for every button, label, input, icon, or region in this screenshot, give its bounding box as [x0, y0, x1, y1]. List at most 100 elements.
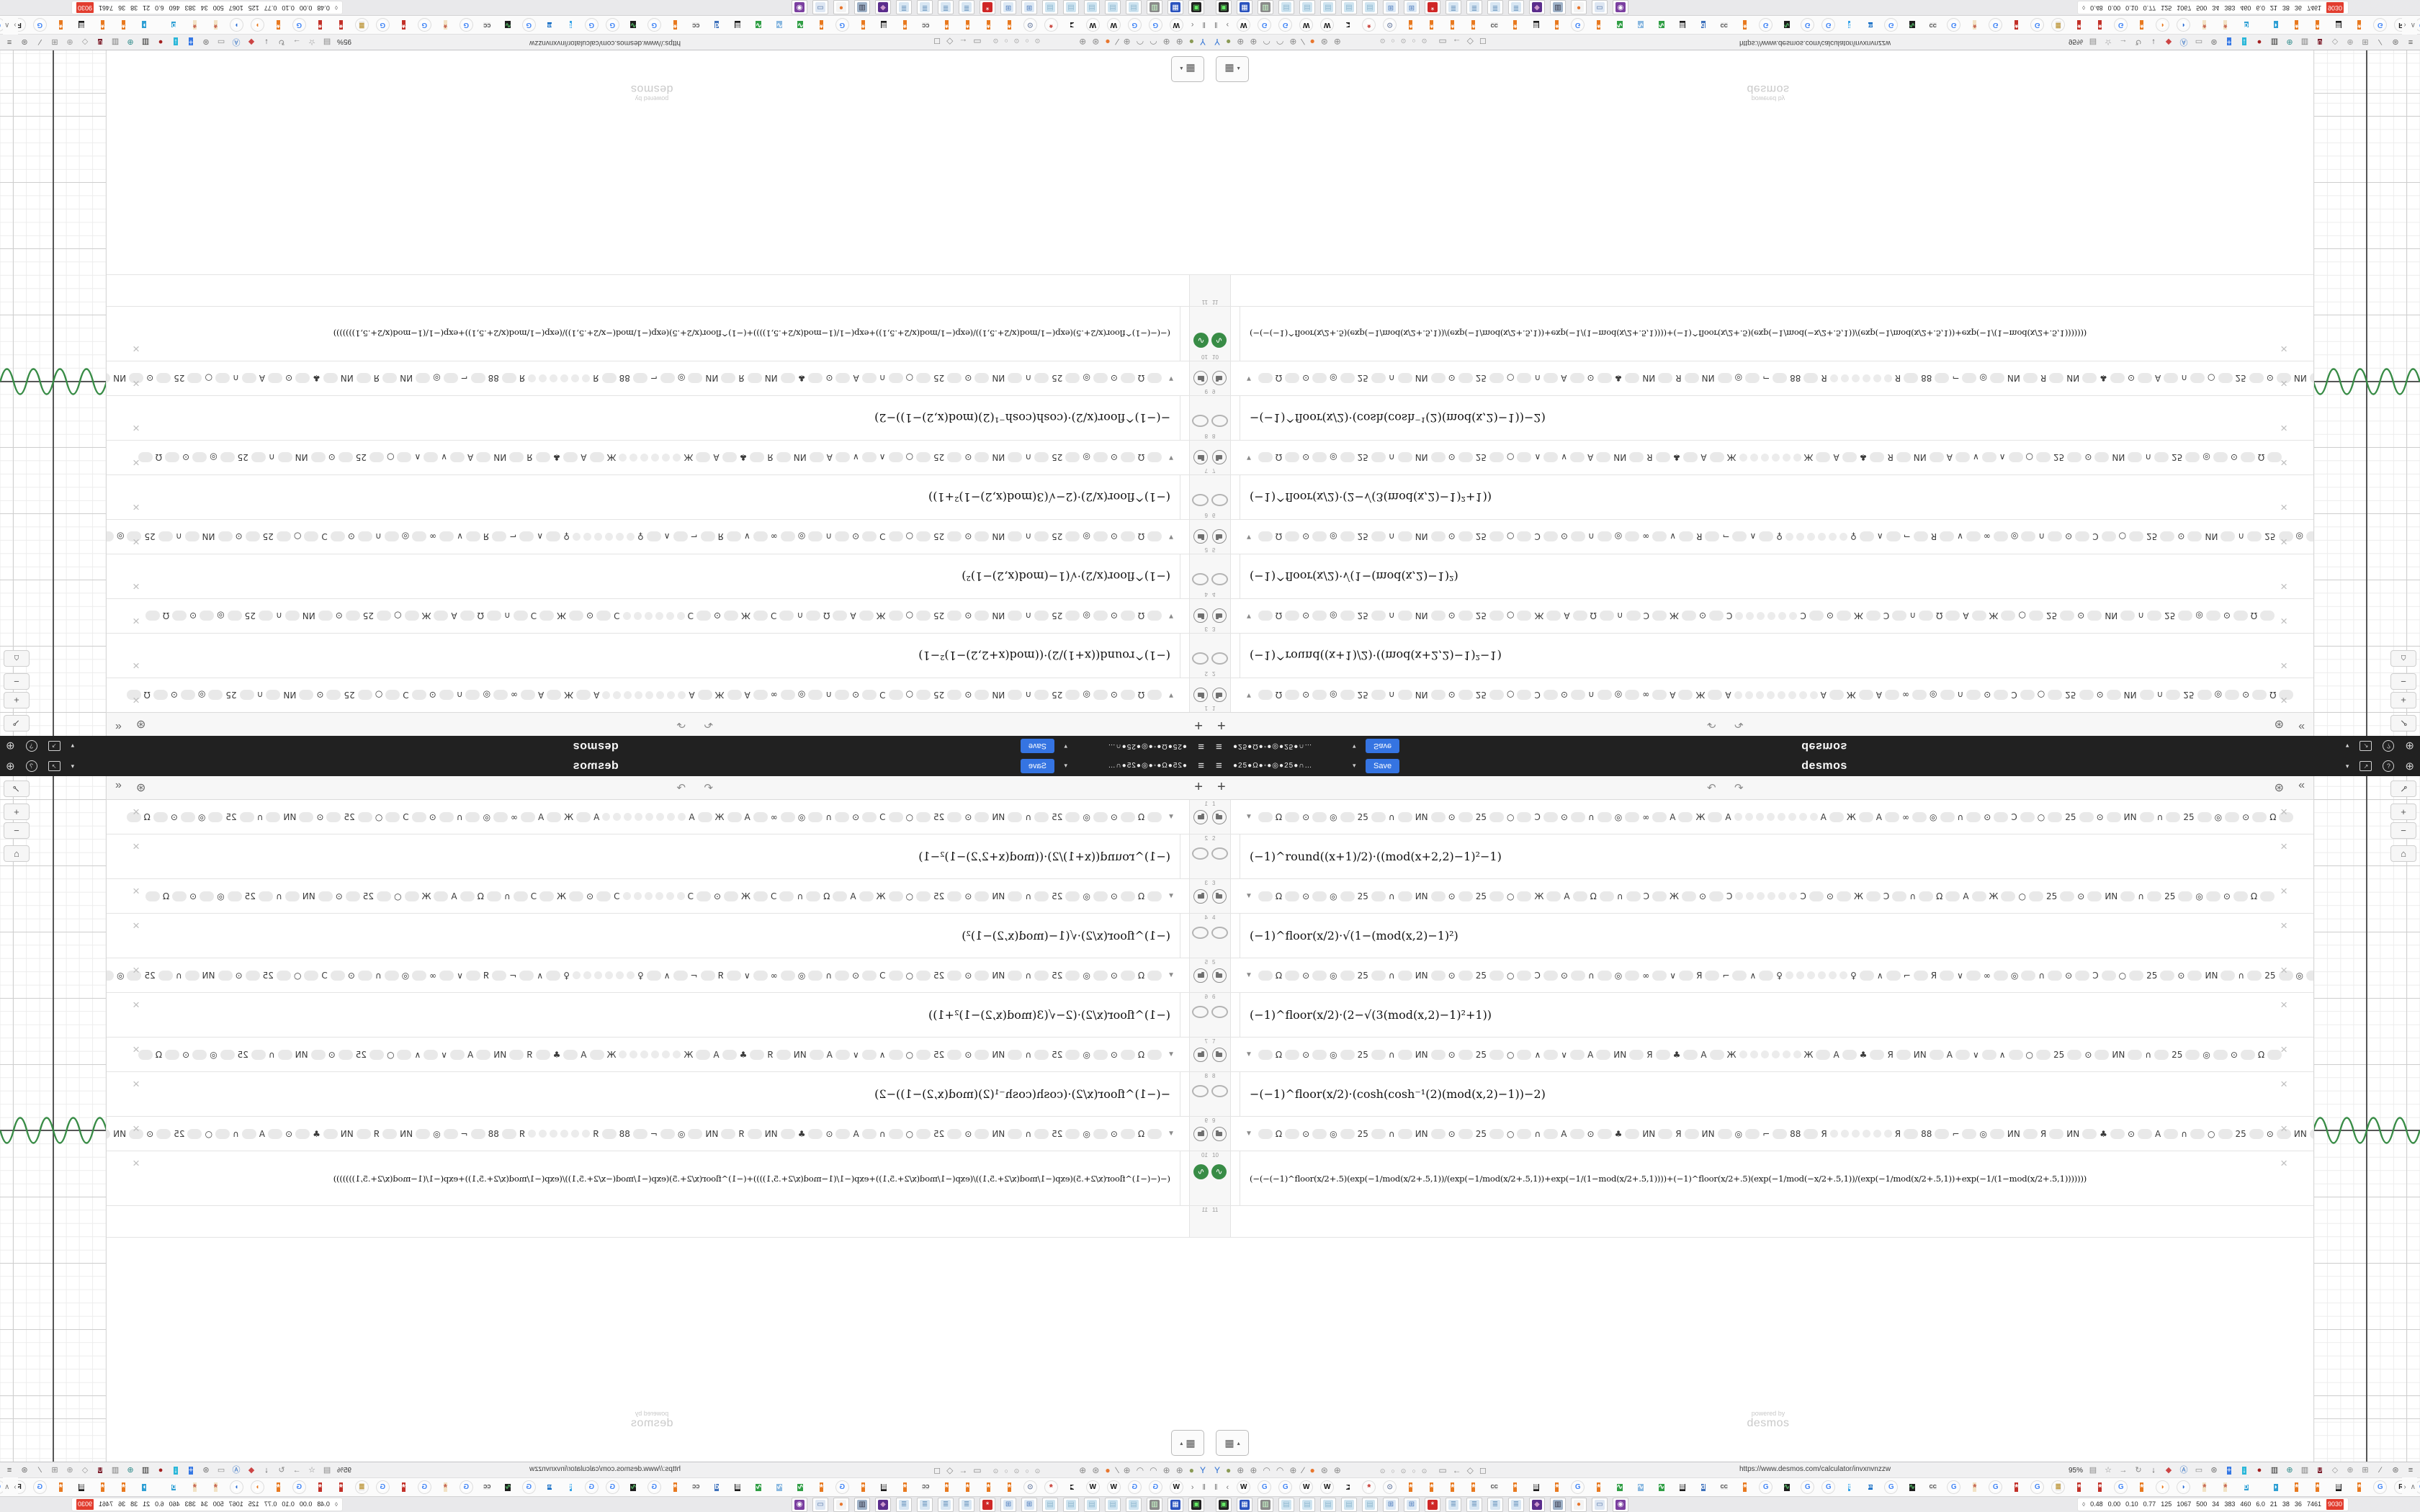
bookmark-favicon[interactable]: W [1087, 19, 1099, 31]
app-shortcut[interactable]: ⊞ [1404, 1498, 1420, 1512]
app-shortcut[interactable]: ▤ [1042, 1498, 1058, 1512]
toolbar-icon[interactable]: ⊕ [1250, 37, 1258, 47]
toolbar-icon[interactable]: ⊕ [2347, 37, 2354, 47]
toolbar-icon[interactable]: ⊕ [66, 37, 73, 47]
gear-icon[interactable]: ⊛ [2274, 718, 2284, 730]
toolbar-icon[interactable]: Y [1214, 1465, 1221, 1475]
bookmark-favicon[interactable]: ◗ [251, 1481, 264, 1493]
bookmark-favicon[interactable]: * [673, 1482, 677, 1493]
folder-icon[interactable] [1193, 529, 1208, 544]
toolbar-icon[interactable]: ▥ [2300, 37, 2309, 47]
math-expression[interactable]: −(−1)^floor(x/2)·(cosh(cosh⁻¹(2)(mod(x,2… [874, 1087, 1170, 1101]
bookmark-favicon[interactable]: * [1743, 1482, 1747, 1493]
expression-row[interactable]: 6 (−1)^floor(x/2)·(2−√(3(mod(x,2)−1)²+1)… [1210, 993, 2313, 1038]
bookmarks-scroll-right-icon[interactable]: › [14, 1482, 17, 1491]
bookmark-favicon[interactable]: * [1363, 19, 1375, 31]
app-shortcut[interactable]: ≣ [1508, 1498, 1524, 1512]
toolbar-icon[interactable]: Ⓐ [2179, 37, 2188, 47]
bookmark-favicon[interactable]: G [2374, 19, 2386, 31]
toolbar-icon[interactable]: ⊙ [992, 37, 999, 45]
bookmark-favicon[interactable]: G [34, 19, 46, 31]
delete-row-icon[interactable]: × [2280, 342, 2287, 356]
toolbar-icon[interactable]: ◠ [1150, 1465, 1157, 1475]
app-shortcut[interactable]: ◆ [875, 1498, 891, 1512]
math-expression[interactable]: (−1)^floor(x/2)·(2−√(3(mod(x,2)−1)²+1)) [1250, 1008, 1492, 1022]
bookmark-favicon[interactable]: G [1572, 1481, 1584, 1493]
bookmark-favicon[interactable]: * [2015, 1482, 2019, 1493]
app-shortcut[interactable]: ▥ [1550, 1498, 1566, 1512]
toolbar-icon[interactable]: ▭ [2195, 37, 2203, 47]
app-shortcut[interactable]: ▣ [1188, 1498, 1204, 1512]
bookmark-favicon[interactable]: ≣ [1679, 1482, 1685, 1491]
toolbar-icon[interactable]: ∕ [2380, 1465, 2381, 1475]
menu-hamburger-icon[interactable]: ≡ [1198, 740, 1204, 752]
folder-row[interactable]: 1 ▼ Ω ⊙ ◎ 25 ∩ ИN ⊙ 25 ○ Ɔ ⊙ ∩ ◎ ∞ A Ж A A Ж A ∞ ◎ ∩ ⊙ Ɔ ○ 25 ⊙ ИN ∩ 2… [107, 800, 1210, 834]
expression-row[interactable]: 8 −(−1)^floor(x/2)·(cosh(cosh⁻¹(2)(mod(x… [1210, 1072, 2313, 1117]
toolbar-icon[interactable]: ○ [1025, 37, 1029, 45]
app-shortcut[interactable]: ▥ [1258, 0, 1273, 14]
bookmarks-scroll-right-icon[interactable]: › [2403, 1482, 2406, 1491]
bookmark-favicon[interactable]: * [401, 19, 405, 30]
title-caret-icon[interactable]: ▾ [1353, 762, 1356, 769]
undo-icon[interactable]: ↶ [1707, 782, 1716, 794]
bookmark-favicon[interactable]: * [1973, 19, 1977, 30]
expression-row[interactable]: 4 (−1)^floor(x/2)·√(1−(mod(x,2)−1)²) × [1210, 554, 2313, 598]
bookmark-favicon[interactable]: ∿ [1637, 1482, 1644, 1491]
graph-paper[interactable]: ⊸ + − ⌂ [0, 50, 106, 736]
folder-caret-icon[interactable]: ▼ [1168, 454, 1175, 462]
add-expression-button[interactable]: + [1194, 717, 1203, 733]
redo-icon[interactable]: ↷ [1734, 782, 1744, 794]
address-bar-url[interactable]: https://www.desmos.com/calculator/invxnv… [529, 1465, 681, 1473]
toolbar-icon[interactable]: ⊞ [2362, 37, 2369, 47]
app-shortcut[interactable]: ▤ [1084, 1498, 1100, 1512]
app-shortcut[interactable]: ⊞ [1000, 1498, 1016, 1512]
bookmark-favicon[interactable]: * [1430, 1482, 1434, 1493]
bookmark-favicon[interactable]: * [944, 19, 949, 30]
graph-title[interactable]: ●25●Ω●◦●◎●25●∩… [1233, 762, 1313, 770]
bookmark-favicon[interactable]: G [1885, 1481, 1897, 1493]
folder-icon[interactable] [1212, 371, 1227, 385]
toolbar-icon[interactable]: ▭ [973, 37, 982, 47]
toolbar-icon[interactable]: → [292, 37, 301, 47]
folder-icon[interactable] [1212, 810, 1227, 824]
bookmark-favicon[interactable]: * [2202, 1482, 2207, 1493]
folder-row[interactable]: 7 ▼ Ω ⊙ ◎ 25 ∩ ИN ⊙ 25 ○ ∧ ∨ A ИN Я ♣ A Ж Ж A ♣ Я ИN A ∨ ∧ ○ 25 ⊙ ИN… [1210, 440, 2313, 474]
toolbar-icon[interactable]: ⊛ [2392, 37, 2399, 47]
bookmark-favicon[interactable]: ≣ [356, 1481, 368, 1493]
toolbar-icon[interactable]: ∕ [1116, 1465, 1118, 1475]
bookmark-favicon[interactable]: * [965, 1482, 969, 1493]
bookmark-favicon[interactable]: ≣ [1533, 1482, 1539, 1491]
bookmark-favicon[interactable]: * [965, 19, 969, 30]
toolbar-icon[interactable]: ● [1105, 1465, 1111, 1475]
bookmark-favicon[interactable]: ▶ [1070, 22, 1074, 27]
toolbar-icon[interactable]: ○ [1412, 1467, 1416, 1475]
bookmark-favicon[interactable]: * [213, 1482, 218, 1493]
toolbar-icon[interactable]: ← [1452, 1465, 1461, 1475]
expression-row[interactable]: 2 (−1)^round((x+1)/2)·((mod(x+2,2)−1)²−1… [1210, 633, 2313, 678]
bookmark-favicon[interactable]: ∿ [1909, 21, 1915, 30]
bookmark-favicon[interactable]: * [1555, 19, 1559, 30]
app-shortcut[interactable]: ⊞ [1383, 0, 1399, 14]
account-globe-icon[interactable]: ⊕ [2405, 739, 2414, 752]
bookmark-favicon[interactable]: CC [692, 22, 700, 27]
app-shortcut[interactable]: ⊞ [1000, 0, 1016, 14]
toolbar-icon[interactable]: → [2119, 1465, 2128, 1475]
app-shortcut[interactable]: ▦ [1237, 1498, 1252, 1512]
folder-icon[interactable] [1212, 968, 1227, 983]
folder-icon[interactable] [1193, 1127, 1208, 1141]
math-expression[interactable]: (−1)^floor(x/2)·√(1−(mod(x,2)−1)²) [962, 570, 1170, 583]
math-expression[interactable]: −(−1)^floor(x/2)·(cosh(cosh⁻¹(2)(mod(x,2… [1250, 1087, 1546, 1101]
bookmark-favicon[interactable]: W [1108, 1481, 1120, 1493]
hidden-curve-icon[interactable] [1192, 847, 1209, 860]
toolbar-icon[interactable]: ↻ [278, 1465, 285, 1475]
hidden-curve-icon[interactable] [1211, 847, 1228, 860]
bookmark-favicon[interactable]: G [836, 1481, 848, 1493]
bookmark-favicon[interactable]: ▶ [1346, 1485, 1350, 1490]
app-shortcut[interactable]: ≣ [1508, 0, 1524, 14]
bookmark-favicon[interactable]: * [1743, 19, 1747, 30]
toolbar-icon[interactable]: ⊙ [1421, 37, 1428, 45]
toolbar-icon[interactable]: ◇ [81, 37, 89, 47]
bookmark-favicon[interactable]: * [2295, 19, 2299, 30]
chevron-down-icon[interactable]: ▾ [71, 742, 75, 750]
toolbar-icon[interactable]: ◇ [946, 1465, 954, 1475]
